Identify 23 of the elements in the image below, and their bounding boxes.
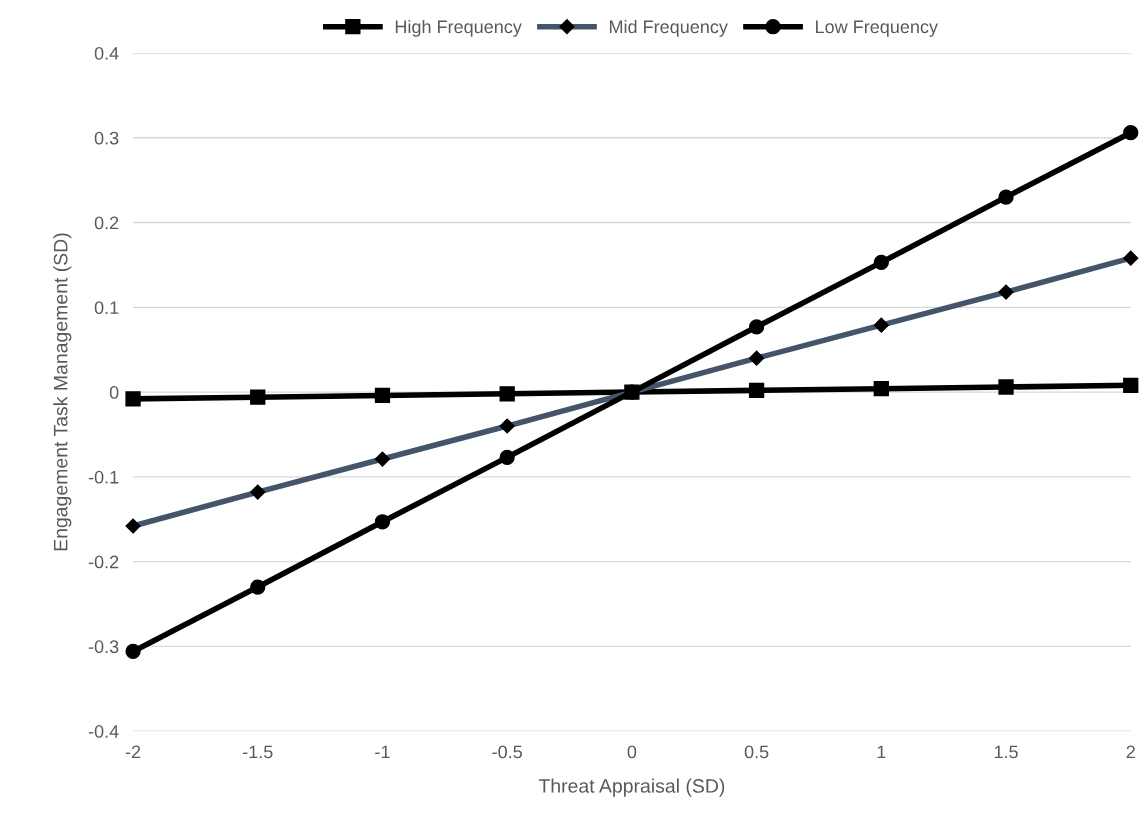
x-axis-title: Threat Appraisal (SD): [538, 778, 725, 797]
legend-label: High Frequency: [395, 19, 522, 37]
x-tick-label: -0.5: [492, 745, 522, 759]
y-tick-label: 0: [109, 386, 119, 399]
y-tick-label: 0.1: [94, 301, 119, 315]
y-tick-label: 0.4: [94, 46, 119, 60]
legend-label: Mid Frequency: [609, 19, 728, 37]
x-tick-label: 0.5: [744, 745, 769, 759]
y-tick-label: -0.4: [88, 725, 119, 738]
x-tick-label: 2: [1126, 745, 1135, 759]
x-tick-label: -1.5: [243, 745, 273, 759]
y-tick-label: -0.2: [88, 555, 119, 569]
x-tick-label: 1: [877, 745, 886, 759]
y-tick-label: -0.3: [88, 640, 119, 654]
x-tick-label: -2: [125, 745, 141, 759]
x-tick-label: -1: [375, 745, 390, 759]
x-tick-label: 0: [627, 745, 637, 759]
y-axis-title: Engagement Task Management (SD): [53, 233, 72, 551]
y-tick-label: 0.3: [94, 131, 119, 145]
x-tick-label: 1.5: [994, 745, 1018, 759]
legend-label: Low Frequency: [816, 20, 938, 37]
y-tick-label: -0.1: [88, 470, 119, 484]
y-tick-label: 0.2: [94, 216, 119, 230]
